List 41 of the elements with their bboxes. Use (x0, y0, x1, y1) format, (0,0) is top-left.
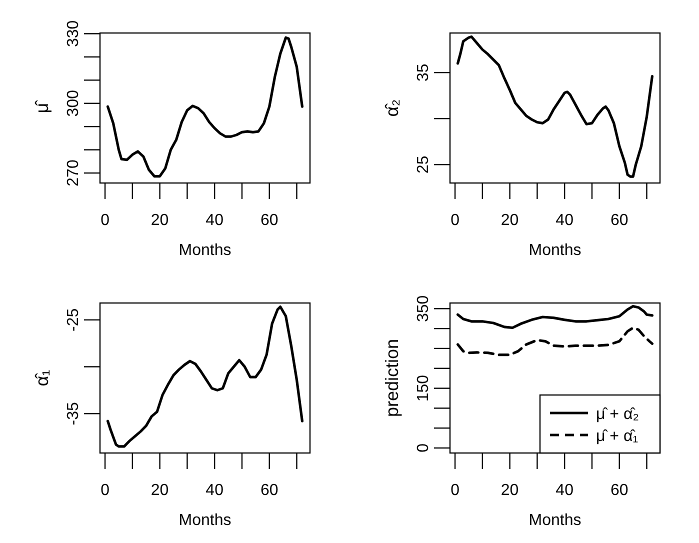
line-series (106, 36, 304, 178)
x-tick-label: 0 (100, 212, 110, 229)
y-tick-label: 150 (415, 374, 432, 402)
y-tick-label: 350 (415, 295, 432, 322)
line-series (456, 35, 654, 178)
x-tick-label: 60 (260, 212, 278, 229)
x-tick-label: 0 (450, 482, 460, 499)
y-tick-label: -25 (65, 308, 82, 332)
x-tick-label: 60 (610, 212, 628, 229)
x-tick-label: 20 (150, 482, 169, 499)
x-tick-label: 60 (260, 482, 278, 499)
legend-label: μ̂ + α̂₂ (596, 406, 639, 423)
y-tick-label: 300 (65, 90, 82, 117)
x-axis-title: Months (178, 512, 232, 529)
y-tick-label: 270 (65, 160, 82, 186)
x-tick-label: 40 (206, 212, 224, 229)
y-tick-label: -35 (65, 402, 82, 426)
legend-label: μ̂ + α̂₁ (596, 428, 638, 445)
x-axis-title: Months (178, 242, 232, 259)
x-axis-title: Months (528, 242, 582, 259)
y-axis-title: α̂₂ (382, 99, 402, 117)
x-tick-label: 40 (556, 212, 574, 229)
y-tick-label: 330 (65, 20, 82, 48)
line-series (456, 326, 654, 356)
y-tick-label: 25 (415, 156, 432, 174)
y-tick-label: 0 (415, 443, 432, 452)
x-tick-label: 0 (450, 212, 460, 229)
y-axis-title: prediction (382, 338, 402, 418)
x-tick-label: 20 (500, 212, 519, 229)
x-axis-title: Months (528, 512, 582, 529)
x-tick-label: 20 (150, 212, 169, 229)
x-tick-label: 40 (206, 482, 224, 499)
x-tick-label: 0 (100, 482, 110, 499)
x-tick-label: 20 (500, 482, 519, 499)
x-tick-label: 60 (610, 482, 628, 499)
line-series (106, 305, 304, 448)
line-series (456, 304, 654, 330)
y-axis-title: α̂₁ (32, 370, 52, 386)
y-tick-label: 35 (415, 64, 432, 82)
y-axis-title: μ̂ (32, 100, 52, 114)
x-tick-label: 40 (556, 482, 574, 499)
